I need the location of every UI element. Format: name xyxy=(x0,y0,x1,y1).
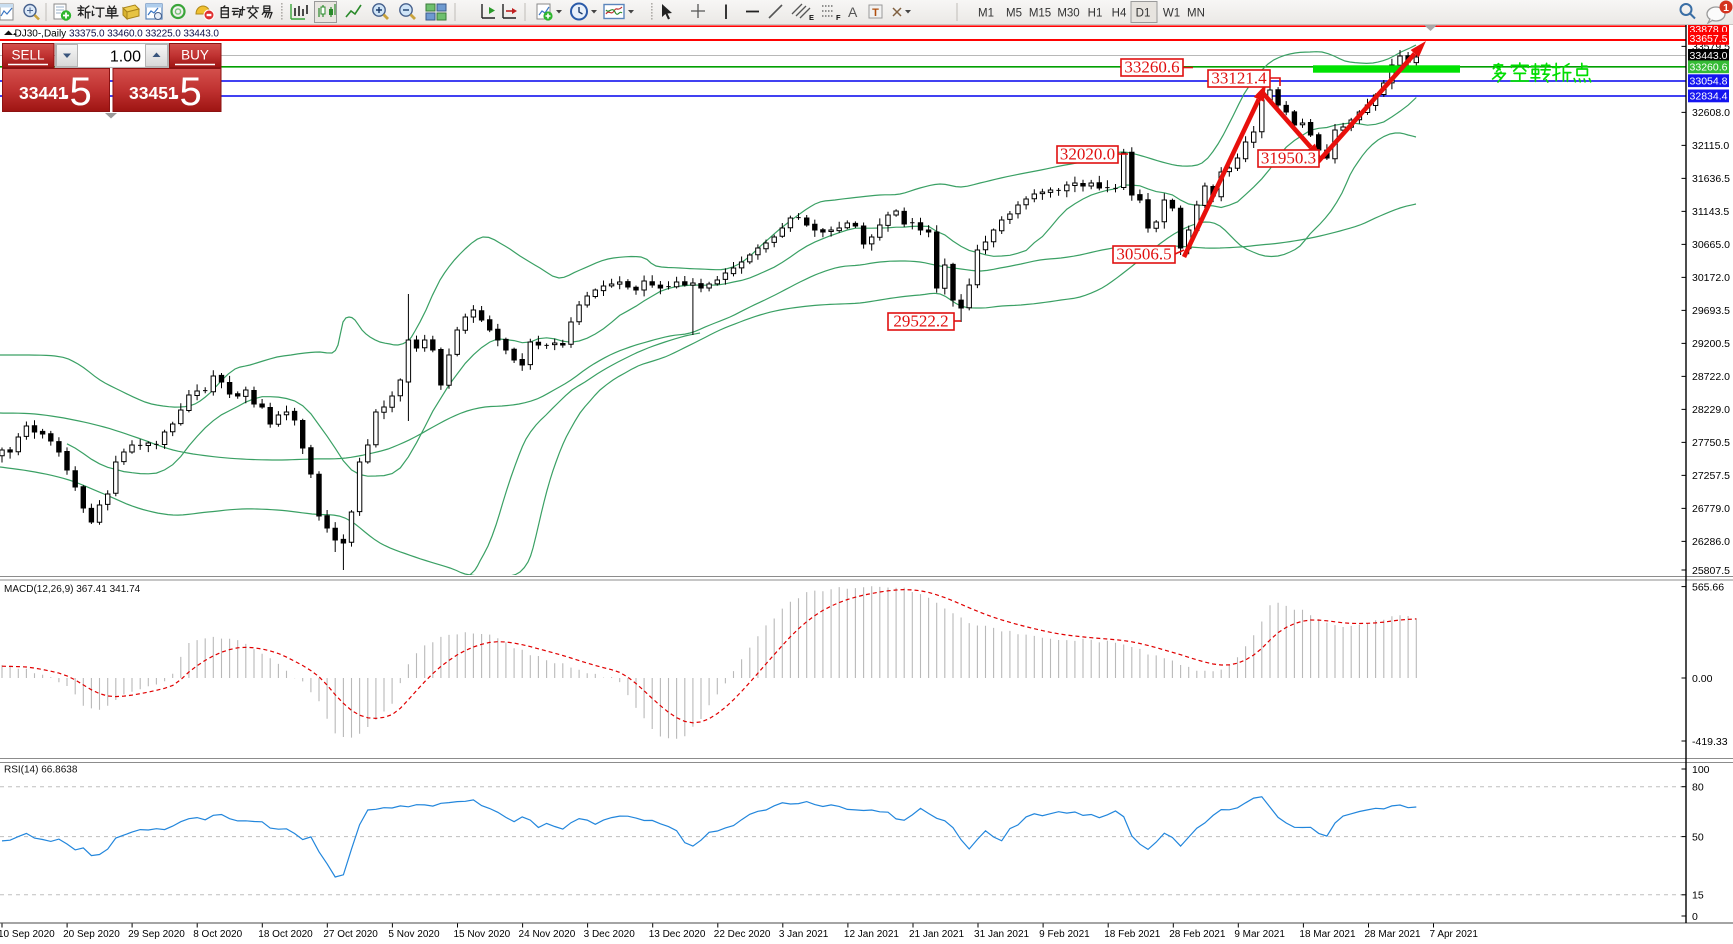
svg-text:18 Feb 2021: 18 Feb 2021 xyxy=(1104,929,1161,940)
svg-text:15 Nov 2020: 15 Nov 2020 xyxy=(453,929,510,940)
svg-text:33260.6: 33260.6 xyxy=(1690,62,1728,74)
svg-text:10 Sep 2020: 10 Sep 2020 xyxy=(0,929,55,940)
svg-text:29200.5: 29200.5 xyxy=(1692,338,1730,350)
svg-text:-419.33: -419.33 xyxy=(1692,736,1728,748)
svg-text:3 Dec 2020: 3 Dec 2020 xyxy=(584,929,636,940)
svg-text:20 Sep 2020: 20 Sep 2020 xyxy=(63,929,120,940)
svg-text:80: 80 xyxy=(1692,782,1704,794)
svg-text:29522.2: 29522.2 xyxy=(893,312,948,331)
svg-text:D1: D1 xyxy=(1136,8,1151,20)
svg-text:T: T xyxy=(872,7,879,19)
svg-text:A: A xyxy=(848,4,858,20)
svg-text:27750.5: 27750.5 xyxy=(1692,437,1730,449)
svg-text:9 Mar 2021: 9 Mar 2021 xyxy=(1234,929,1285,940)
svg-text:BUY: BUY xyxy=(181,48,209,63)
svg-text:28229.0: 28229.0 xyxy=(1692,404,1730,416)
svg-text:28 Mar 2021: 28 Mar 2021 xyxy=(1364,929,1421,940)
svg-text:E: E xyxy=(809,13,814,22)
svg-text:25807.5: 25807.5 xyxy=(1692,565,1730,577)
svg-text:H4: H4 xyxy=(1112,8,1127,20)
svg-text:3 Jan 2021: 3 Jan 2021 xyxy=(779,929,829,940)
svg-text:27 Oct 2020: 27 Oct 2020 xyxy=(323,929,378,940)
svg-text:33260.6: 33260.6 xyxy=(1124,58,1179,77)
svg-text:W1: W1 xyxy=(1163,8,1180,20)
svg-text:32115.0: 32115.0 xyxy=(1692,140,1729,152)
svg-text:22 Dec 2020: 22 Dec 2020 xyxy=(714,929,771,940)
svg-text:31950.3: 31950.3 xyxy=(1261,149,1316,168)
svg-text:24 Nov 2020: 24 Nov 2020 xyxy=(519,929,576,940)
svg-text:30172.0: 30172.0 xyxy=(1692,272,1730,284)
svg-text:31 Jan 2021: 31 Jan 2021 xyxy=(974,929,1029,940)
svg-text:33054.8: 33054.8 xyxy=(1690,76,1728,88)
svg-text:SELL: SELL xyxy=(11,48,45,63)
svg-text:12 Jan 2021: 12 Jan 2021 xyxy=(844,929,899,940)
svg-text:30506.5: 30506.5 xyxy=(1116,245,1171,264)
svg-text:32834.4: 32834.4 xyxy=(1690,91,1728,103)
svg-text:5: 5 xyxy=(70,70,92,114)
svg-text:565.66: 565.66 xyxy=(1692,581,1724,593)
svg-text:5 Nov 2020: 5 Nov 2020 xyxy=(388,929,440,940)
svg-text:32020.0: 32020.0 xyxy=(1060,145,1115,164)
svg-text:8 Oct 2020: 8 Oct 2020 xyxy=(193,929,242,940)
svg-text:1.00: 1.00 xyxy=(110,49,141,66)
svg-text:21 Jan 2021: 21 Jan 2021 xyxy=(909,929,964,940)
svg-text:M5: M5 xyxy=(1006,8,1022,20)
svg-text:13 Dec 2020: 13 Dec 2020 xyxy=(649,929,706,940)
svg-text:29 Sep 2020: 29 Sep 2020 xyxy=(128,929,185,940)
svg-text:32608.0: 32608.0 xyxy=(1692,107,1730,119)
svg-text:M1: M1 xyxy=(978,8,994,20)
svg-text:7 Apr 2021: 7 Apr 2021 xyxy=(1430,929,1479,940)
svg-text:33657.5: 33657.5 xyxy=(1690,33,1728,45)
svg-text:30665.0: 30665.0 xyxy=(1692,239,1730,251)
svg-text:50: 50 xyxy=(1692,831,1704,843)
svg-text:26286.0: 26286.0 xyxy=(1692,536,1730,548)
svg-text:15: 15 xyxy=(1692,890,1704,902)
svg-text:27257.5: 27257.5 xyxy=(1692,470,1730,482)
svg-text:18 Mar 2021: 18 Mar 2021 xyxy=(1299,929,1356,940)
svg-text:9 Feb 2021: 9 Feb 2021 xyxy=(1039,929,1090,940)
svg-text:MACD(12,26,9) 367.41 341.74: MACD(12,26,9) 367.41 341.74 xyxy=(4,584,141,595)
svg-text:0.00: 0.00 xyxy=(1692,673,1713,685)
svg-text:0: 0 xyxy=(1692,911,1698,923)
svg-text:RSI(14) 66.8638: RSI(14) 66.8638 xyxy=(4,765,78,776)
svg-text:1: 1 xyxy=(1723,2,1729,14)
svg-text:31143.5: 31143.5 xyxy=(1692,206,1729,218)
svg-text:26779.0: 26779.0 xyxy=(1692,503,1730,515)
svg-text:33443.0: 33443.0 xyxy=(1690,50,1728,62)
svg-text:M30: M30 xyxy=(1057,8,1079,20)
svg-text:31636.5: 31636.5 xyxy=(1692,173,1730,185)
svg-text:5: 5 xyxy=(180,70,202,114)
svg-text:M15: M15 xyxy=(1029,8,1051,20)
svg-text:28722.0: 28722.0 xyxy=(1692,371,1730,383)
svg-text:33121.4: 33121.4 xyxy=(1211,69,1267,88)
svg-text:29693.5: 29693.5 xyxy=(1692,305,1730,317)
svg-text:33375.0 33460.0 33225.0 33443.: 33375.0 33460.0 33225.0 33443.0 xyxy=(69,29,219,40)
svg-text:MN: MN xyxy=(1187,8,1205,20)
svg-text:100: 100 xyxy=(1692,764,1710,776)
svg-text:28 Feb 2021: 28 Feb 2021 xyxy=(1169,929,1226,940)
svg-text:33441: 33441 xyxy=(19,83,68,103)
svg-text:33451: 33451 xyxy=(129,83,178,103)
svg-text:DJ30-,Daily: DJ30-,Daily xyxy=(15,29,67,40)
svg-text:F: F xyxy=(836,13,841,22)
svg-text:H1: H1 xyxy=(1088,8,1103,20)
svg-text:18 Oct 2020: 18 Oct 2020 xyxy=(258,929,313,940)
